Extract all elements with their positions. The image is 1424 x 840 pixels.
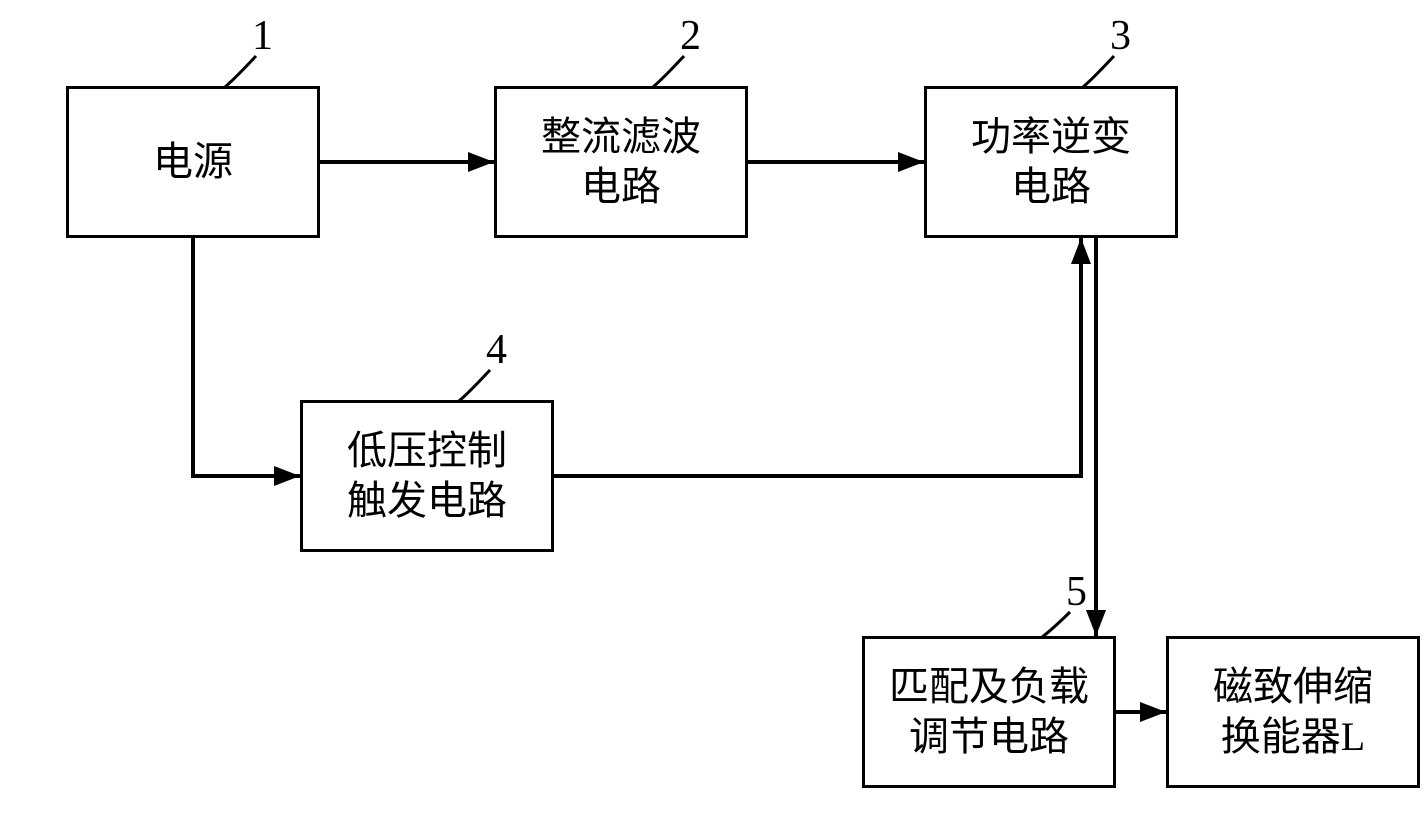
edge-arrowhead [1086,610,1106,636]
node-n3-label: 功率逆变 电路 [971,112,1131,212]
node-n3: 功率逆变 电路 [924,86,1178,238]
edge-arrowhead [274,466,300,486]
label-l5-text: 5 [1066,569,1087,615]
edge-arrowhead [1071,238,1091,264]
node-n1-label: 电源 [153,137,233,187]
diagram-canvas: 电源 整流滤波 电路 功率逆变 电路低压控制 触发电路匹配及负载 调节电路 磁致伸缩 … [0,0,1424,840]
edge-line [554,238,1081,476]
edge-arrowhead [1140,702,1166,722]
edge-arrowhead [898,152,924,172]
label-l3: 3 [1110,12,1131,60]
node-n2: 整流滤波 电路 [494,86,748,238]
label-l4-text: 4 [486,327,507,373]
node-n2-label: 整流滤波 电路 [541,112,701,212]
edge-arrowhead [468,152,494,172]
node-n5: 匹配及负载 调节电路 [862,636,1116,788]
label-l4: 4 [486,326,507,374]
label-l1-text: 1 [252,13,273,59]
node-n6-label: 磁致伸缩 换能器L [1213,662,1373,762]
node-n6: 磁致伸缩 换能器L [1166,636,1420,788]
edge-line [193,238,300,476]
node-n1: 电源 [66,86,320,238]
label-l3-text: 3 [1110,13,1131,59]
label-l1: 1 [252,12,273,60]
node-n4-label: 低压控制 触发电路 [347,426,507,526]
label-l2: 2 [680,12,701,60]
label-l2-text: 2 [680,13,701,59]
label-l5: 5 [1066,568,1087,616]
node-n5-label: 匹配及负载 调节电路 [889,662,1089,762]
node-n4: 低压控制 触发电路 [300,400,554,552]
